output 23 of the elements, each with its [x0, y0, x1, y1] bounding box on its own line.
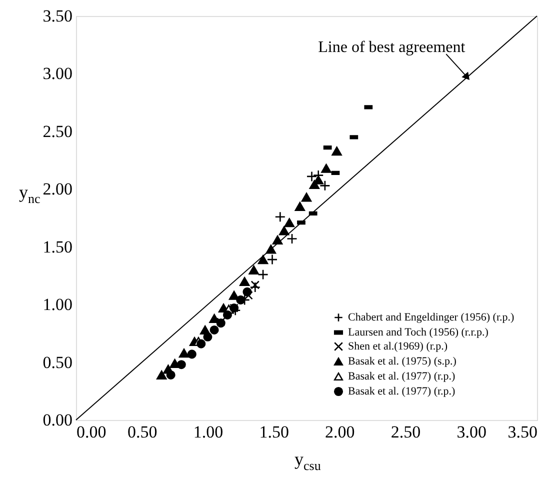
y-tick-label: 0.50 [42, 352, 72, 372]
legend-label: Chabert and Engeldinger (1956) (r.p.) [348, 312, 515, 324]
x-tick-label: 2.50 [390, 422, 421, 442]
y-tick-label: 3.50 [42, 6, 72, 26]
y-tick-label: 1.00 [42, 295, 72, 314]
y-tick-label: 2.50 [42, 122, 72, 141]
legend-label: Basak et al. (1977) (r.p.) [348, 386, 456, 398]
y-tick-label: 3.00 [42, 64, 72, 84]
legend-label: Laursen and Toch (1956) (r.r.p.) [348, 326, 489, 338]
legend-label: Basak et al. (1977) (r.p.) [348, 370, 456, 382]
x-tick-label: 3.50 [508, 422, 538, 442]
x-tick-label: 1.00 [193, 422, 224, 442]
x-tick-label: 0.00 [76, 422, 106, 442]
annotation: Line of best agreement [318, 39, 466, 56]
x-tick-label: 0.50 [127, 422, 158, 442]
y-tick-label: 1.50 [42, 237, 72, 256]
x-tick-label: 2.00 [325, 422, 355, 442]
x-tick-label: 3.00 [456, 422, 487, 442]
y-tick-label: 0.00 [42, 410, 72, 430]
x-tick-label: 1.50 [259, 422, 289, 442]
y-tick-label: 2.00 [42, 180, 72, 199]
legend-label: Shen et al.(1969) (r.p.) [348, 340, 448, 352]
legend-label: Basak et al. (1975) (s.p.) [348, 356, 457, 368]
